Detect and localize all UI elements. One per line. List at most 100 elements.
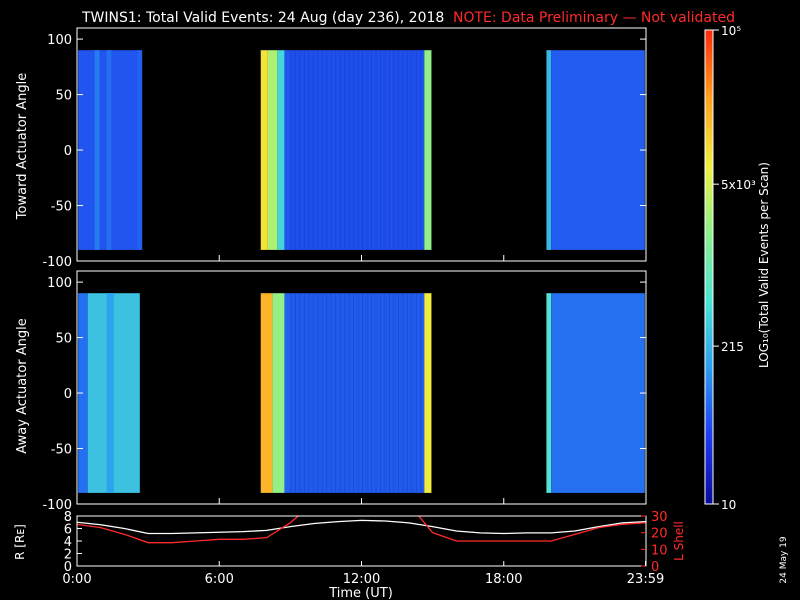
away-streak [317,293,319,493]
toward-streak [353,50,355,250]
toward-streak [403,50,405,250]
toward-streak [309,50,311,250]
toward-streak [315,50,317,250]
toward-streak [366,50,368,250]
toward-streak [305,50,307,250]
away-streak [359,293,361,493]
toward-streak [330,50,332,250]
toward-streak [360,50,362,250]
colorbar-tick-label: 10⁵ [721,24,741,38]
toward-streak [405,50,407,250]
away-ytick-label: 0 [64,387,72,402]
away-streak [415,293,417,493]
away-streak [303,293,305,493]
toward-streak [342,50,344,250]
away-streak [356,293,358,493]
toward-streak [293,50,295,250]
toward-streak [378,50,380,250]
toward-streak [381,50,383,250]
toward-streak [345,50,347,250]
away-band [106,293,114,493]
away-streak [342,293,344,493]
toward-streak [311,50,313,250]
toward-heatmap [78,50,645,250]
toward-streak [324,50,326,250]
away-streak [409,293,411,493]
plot-title: TWINS1: Total Valid Events: 24 Aug (day … [81,10,444,26]
away-streak [329,293,331,493]
colorbar-ticks: 10⁵ 5x10³ 215 10 [713,24,756,512]
away-streak [390,293,392,493]
toward-ytick-label: -50 [51,200,72,215]
away-streak [405,293,407,493]
toward-streak [348,50,350,250]
away-streak [291,293,293,493]
away-streak [368,293,370,493]
toward-streak [326,50,328,250]
toward-ytick-label: -100 [42,255,72,270]
away-streak [293,293,295,493]
away-ytick-label: -100 [42,498,72,513]
toward-band [551,50,645,250]
away-streak [324,293,326,493]
toward-streak [306,50,308,250]
orbit-frame [76,515,647,567]
toward-streak [394,50,396,250]
away-streak [384,293,386,493]
toward-band [424,50,432,250]
away-streak [412,293,414,493]
away-streak [382,293,384,493]
toward-streak [312,50,314,250]
toward-streak [408,50,410,250]
toward-band [260,50,268,250]
away-streak [374,293,376,493]
away-streak [421,293,423,493]
away-streak [315,293,317,493]
toward-streak [357,50,359,250]
away-streak [330,293,332,493]
away-streak [326,293,328,493]
away-streak [302,293,304,493]
away-streak [357,293,359,493]
r-tick-label: 0 [64,560,72,575]
toward-streak [359,50,361,250]
away-streak [332,293,334,493]
toward-streak [332,50,334,250]
away-streak [393,293,395,493]
toward-streak [371,50,373,250]
x-axis-label: Time (UT) [328,586,393,600]
toward-streak [308,50,310,250]
away-streak [363,293,365,493]
toward-streak [347,50,349,250]
away-streak [411,293,413,493]
away-streak [362,293,364,493]
toward-streak [391,50,393,250]
away-streak [344,293,346,493]
orbit-lines [77,516,646,544]
away-streak [339,293,341,493]
toward-streak [417,50,419,250]
lshell-tick-label: 0 [651,560,659,575]
toward-streak [399,50,401,250]
away-streak [408,293,410,493]
colorbar-gradient [704,29,714,505]
toward-band [137,50,143,250]
away-band [272,293,285,493]
toward-streak [338,50,340,250]
away-streak [391,293,393,493]
away-streak [399,293,401,493]
toward-streak [354,50,356,250]
away-ylabel: Away Actuator Angle [15,318,30,453]
toward-streak [329,50,331,250]
lshell-tick-label: 10 [651,543,668,558]
away-streak [366,293,368,493]
away-streak [406,293,408,493]
toward-ytick-label: 50 [55,89,72,104]
away-streak [375,293,377,493]
toward-streak [341,50,343,250]
away-streak [372,293,374,493]
away-streak [333,293,335,493]
toward-streak [377,50,379,250]
away-streak [350,293,352,493]
toward-streak [356,50,358,250]
